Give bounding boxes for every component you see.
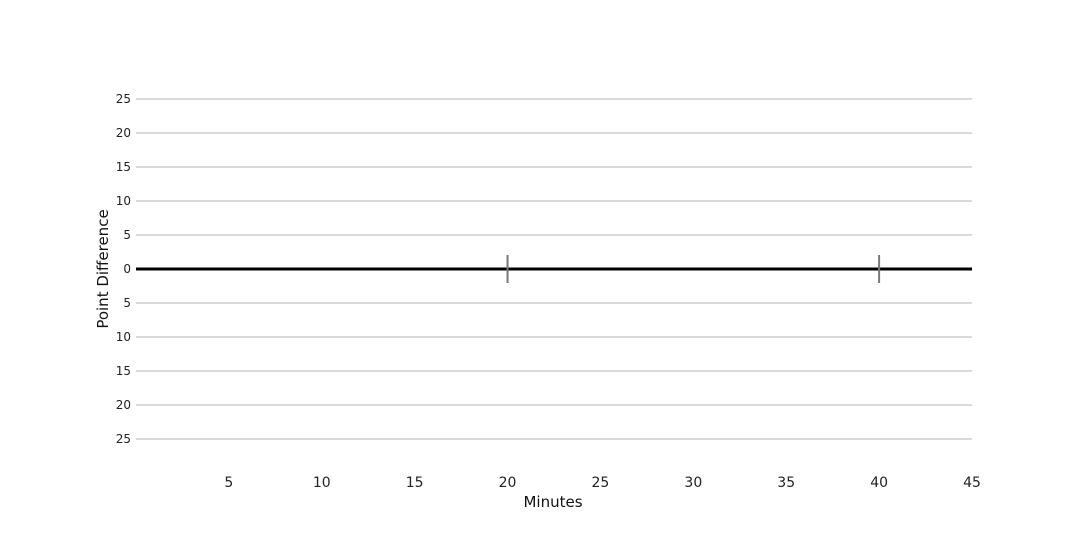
x-tick-label: 35 — [777, 475, 795, 491]
y-tick-label: 25 — [116, 92, 131, 106]
y-tick-label: 15 — [116, 364, 131, 378]
x-tick-label: 45 — [963, 475, 981, 491]
x-tick-label: 25 — [592, 475, 610, 491]
y-tick-label: 5 — [123, 228, 131, 242]
x-tick-label: 15 — [406, 475, 424, 491]
y-tick-label: 25 — [116, 432, 131, 446]
x-tick-label: 30 — [684, 475, 702, 491]
x-tick-label: 40 — [870, 475, 888, 491]
y-tick-label: 10 — [116, 330, 131, 344]
x-tick-label: 10 — [313, 475, 331, 491]
gridlines — [136, 98, 972, 440]
y-tick-label: 20 — [116, 398, 131, 412]
y-tick-labels: 25 20 15 10 5 0 5 10 15 20 25 — [116, 92, 131, 446]
y-tick-label: 15 — [116, 160, 131, 174]
period-markers — [506, 255, 881, 283]
y-tick-label: 10 — [116, 194, 131, 208]
y-axis-label: Point Difference — [94, 209, 112, 328]
y-tick-label: 20 — [116, 126, 131, 140]
x-tick-label: 20 — [499, 475, 517, 491]
x-tick-labels: 5 10 15 20 25 30 35 40 45 — [224, 475, 980, 491]
y-tick-label: 0 — [123, 262, 131, 276]
x-axis-label: Minutes — [523, 493, 582, 511]
y-tick-label: 5 — [123, 296, 131, 310]
x-tick-label: 5 — [224, 475, 233, 491]
